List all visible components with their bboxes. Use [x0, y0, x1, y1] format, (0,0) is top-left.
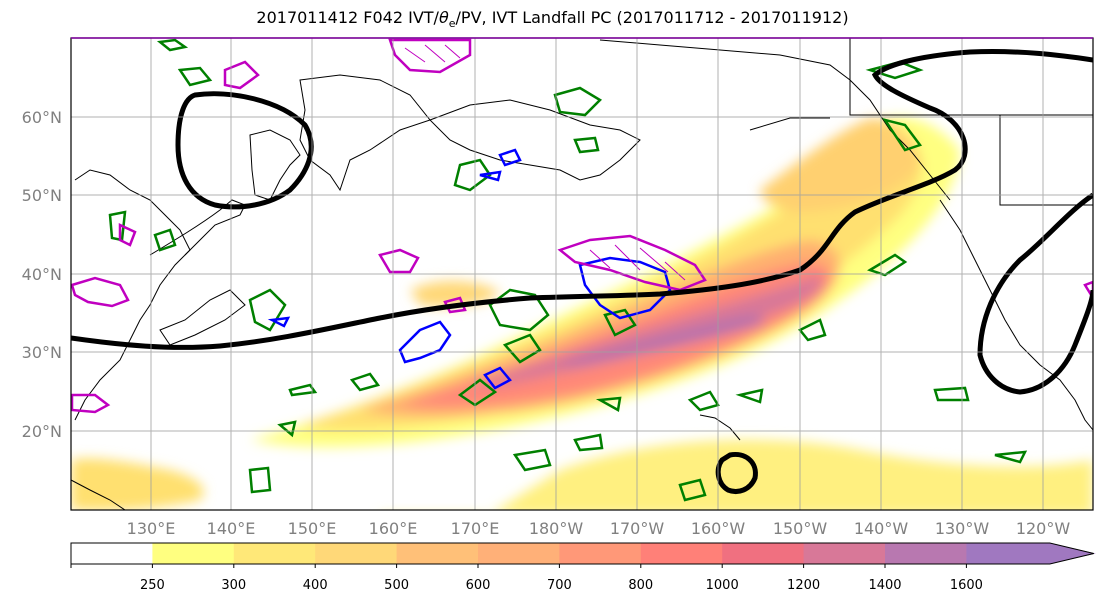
lat-tick-label: 50°N: [22, 186, 62, 205]
pv-magenta-contours: [71, 38, 1093, 414]
colorbar-tick-label: 800: [628, 578, 653, 593]
colorbar-tick-label: 600: [466, 578, 491, 593]
colorbar-segment: [396, 543, 479, 564]
colorbar-tick-label: 1400: [868, 578, 901, 593]
colorbar: 250 300 400 500 600 700 800 1000 1200 1400 1600: [70, 542, 1096, 593]
lon-tick-label: 170°W: [610, 519, 665, 538]
colorbar-segment: [803, 543, 886, 564]
colorbar-segment: [559, 543, 642, 564]
lat-tick-label: 30°N: [22, 343, 62, 362]
colorbar-segment: [640, 543, 723, 564]
lon-tick-label: 130°E: [127, 519, 176, 538]
lon-tick-label: 150°W: [773, 519, 828, 538]
colorbar-segment: [478, 543, 560, 564]
colorbar-tick-label: 300: [221, 578, 246, 593]
lon-tick-label: 160°W: [691, 519, 746, 538]
colorbar-segment: [152, 543, 235, 564]
colorbar-segment: [315, 543, 398, 564]
colorbar-segment: [71, 543, 153, 564]
colorbar-segment: [885, 543, 967, 564]
colorbar-extend-arrow: [966, 543, 1096, 564]
chart-title: 2017011412 F042 IVT/θe/PV, IVT Landfall …: [256, 8, 849, 31]
lat-tick-label: 60°N: [22, 108, 62, 127]
colorbar-tick-label: 1600: [950, 578, 983, 593]
coastlines: [71, 38, 1093, 510]
colorbar-outline: [70, 542, 1094, 565]
lon-tick-label: 140°W: [854, 519, 909, 538]
lon-tick-label: 170°E: [451, 519, 500, 538]
lat-tick-label: 20°N: [22, 422, 62, 441]
longitude-labels: 130°E 140°E 150°E 160°E 170°E 180°W 170°W 160°W…: [127, 519, 1071, 538]
colorbar-tick-label: 1000: [706, 578, 739, 593]
lon-tick-label: 160°E: [369, 519, 418, 538]
colorbar-tick-label: 1200: [787, 578, 820, 593]
colorbar-tick-label: 700: [547, 578, 572, 593]
latitude-labels: 60°N 50°N 40°N 30°N 20°N: [22, 108, 62, 441]
lon-tick-label: 180°W: [529, 519, 584, 538]
theta-e-contours: [108, 38, 1028, 502]
gridlines: [71, 38, 1093, 510]
lat-tick-label: 40°N: [22, 265, 62, 284]
colorbar-tick-label: 400: [303, 578, 328, 593]
colorbar-tick-label: 250: [140, 578, 165, 593]
colorbar-segment: [233, 543, 316, 564]
lon-tick-label: 140°E: [207, 519, 256, 538]
lon-tick-label: 130°W: [935, 519, 990, 538]
colorbar-segment: [722, 543, 805, 564]
colorbar-tick-label: 500: [384, 578, 409, 593]
lon-tick-label: 150°E: [288, 519, 337, 538]
lon-tick-label: 120°W: [1016, 519, 1071, 538]
